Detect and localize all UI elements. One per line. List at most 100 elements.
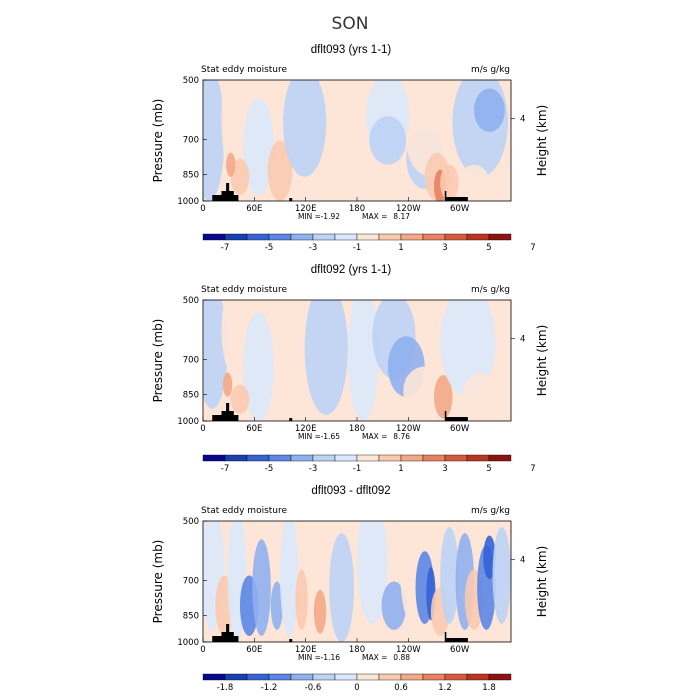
colorbar-tick-label: 1.2 [438,683,452,693]
y-tick-label: 700 [183,576,199,586]
field-patch [483,535,496,580]
y-tick-label: 500 [183,517,199,527]
field-patch [267,140,293,201]
colorbar-swatch [378,233,402,241]
colorbar-swatch [466,673,490,681]
colorbar-tick-label: -5 [265,464,273,474]
y2-axis-title: Height (km) [535,105,549,176]
min-label: MIN = [298,653,321,662]
x-tick-label: 120W [396,424,421,434]
colorbar-tick-label: 0 [354,683,359,693]
field-patch [203,80,225,201]
colorbar-swatch [246,454,270,462]
units-label: m/s g/kg [471,506,510,516]
colorbar-swatch [356,673,380,681]
x-tick-label: 120W [396,204,421,214]
colorbar-swatch [290,233,314,241]
x-tick-label: 60W [450,424,470,434]
variable-label: Stat eddy moisture [201,285,287,295]
x-tick-label: 60W [450,645,470,655]
colorbar-swatch [268,673,292,681]
x-tick-label: 0 [200,645,205,655]
colorbar-swatch [444,673,468,681]
colorbar: -1.8 -1.2 -0.6 0 0.6 1.2 1.8 [202,673,512,693]
y2-tick-label: 4 [520,115,525,125]
colorbar-swatch [356,454,380,462]
field-patch [243,98,274,195]
colorbar-swatch [290,673,314,681]
units-label: m/s g/kg [471,285,510,295]
colorbar-swatch [312,454,336,462]
field-patch [458,164,490,201]
y-tick-label: 700 [183,135,199,145]
field-patch [304,300,348,415]
season-title: SON [332,14,369,34]
x-tick-label: 60E [246,645,262,655]
x-tick-label: 60W [450,204,470,214]
colorbar-swatch [312,673,336,681]
colorbar-swatch [334,233,358,241]
x-tick-label: 120E [295,645,317,655]
min-label: MIN = [298,432,321,441]
field-patch [440,527,459,624]
variable-label: Stat eddy moisture [201,65,287,75]
max-value: 8.76 [393,432,410,441]
colorbar-tick-label: 0.6 [394,683,408,693]
colorbar-tick-label: 1 [398,243,403,253]
panel-2: dflt092 (yrs 1-1) Stat eddy moisture m/s g… [151,264,549,474]
min-label: MIN = [298,212,321,221]
min-value: -1.65 [321,432,341,441]
colorbar-swatch [378,454,402,462]
field-patch [283,80,327,177]
y-axis-title: Pressure (mb) [151,540,165,624]
y-tick-label: 850 [183,170,199,180]
colorbar-tick-label: -0.6 [305,683,322,693]
colorbar-swatch [290,454,314,462]
x-tick-label: 180 [349,204,365,214]
colorbar-swatch [224,673,248,681]
variable-label: Stat eddy moisture [201,506,287,516]
field-patch [230,158,250,195]
panel-1: dflt093 (yrs 1-1) Stat eddy moisture m/s g… [151,44,549,253]
colorbar-tick-label: 3 [442,464,447,474]
colorbar-swatch [224,454,248,462]
field-patch [295,569,308,630]
colorbar-swatch [246,673,270,681]
colorbar-swatch [334,454,358,462]
colorbar-swatch [224,233,248,241]
colorbar-swatch [488,233,512,241]
field-patch [332,80,364,195]
max-value: 0.88 [393,653,410,662]
x-tick-label: 180 [349,424,365,434]
x-tick-label: 0 [200,204,205,214]
x-tick-label: 180 [349,645,365,655]
units-label: m/s g/kg [471,65,510,75]
y2-axis-title: Height (km) [535,546,549,617]
max-label: MAX = [362,432,387,441]
colorbar-swatch [400,673,424,681]
y-tick-label: 500 [183,76,199,86]
colorbar-tick-label: 1 [398,464,403,474]
colorbar-tick-label: 7 [530,243,535,253]
field-patch [492,527,511,624]
colorbar-swatch [444,454,468,462]
field-patch [434,375,453,419]
x-tick-label: 120E [295,204,317,214]
colorbar-tick-label: -7 [221,464,229,474]
min-value: -1.16 [321,653,341,662]
y-tick-label: 500 [183,296,199,306]
x-tick-label: 120W [396,645,421,655]
panel-title: dflt093 - dflt092 [311,485,390,497]
field-patch [369,116,407,165]
colorbar-swatch [422,454,446,462]
max-value: 8.17 [393,212,410,221]
panel-title: dflt093 (yrs 1-1) [311,44,392,56]
field-layer [203,80,508,201]
field-patch [223,372,233,397]
x-tick-label: 60E [246,204,262,214]
max-label: MAX = [362,653,387,662]
colorbar-tick-label: 7 [530,464,535,474]
field-patch [203,300,228,409]
colorbar-swatch [312,233,336,241]
field-patch [313,589,327,634]
